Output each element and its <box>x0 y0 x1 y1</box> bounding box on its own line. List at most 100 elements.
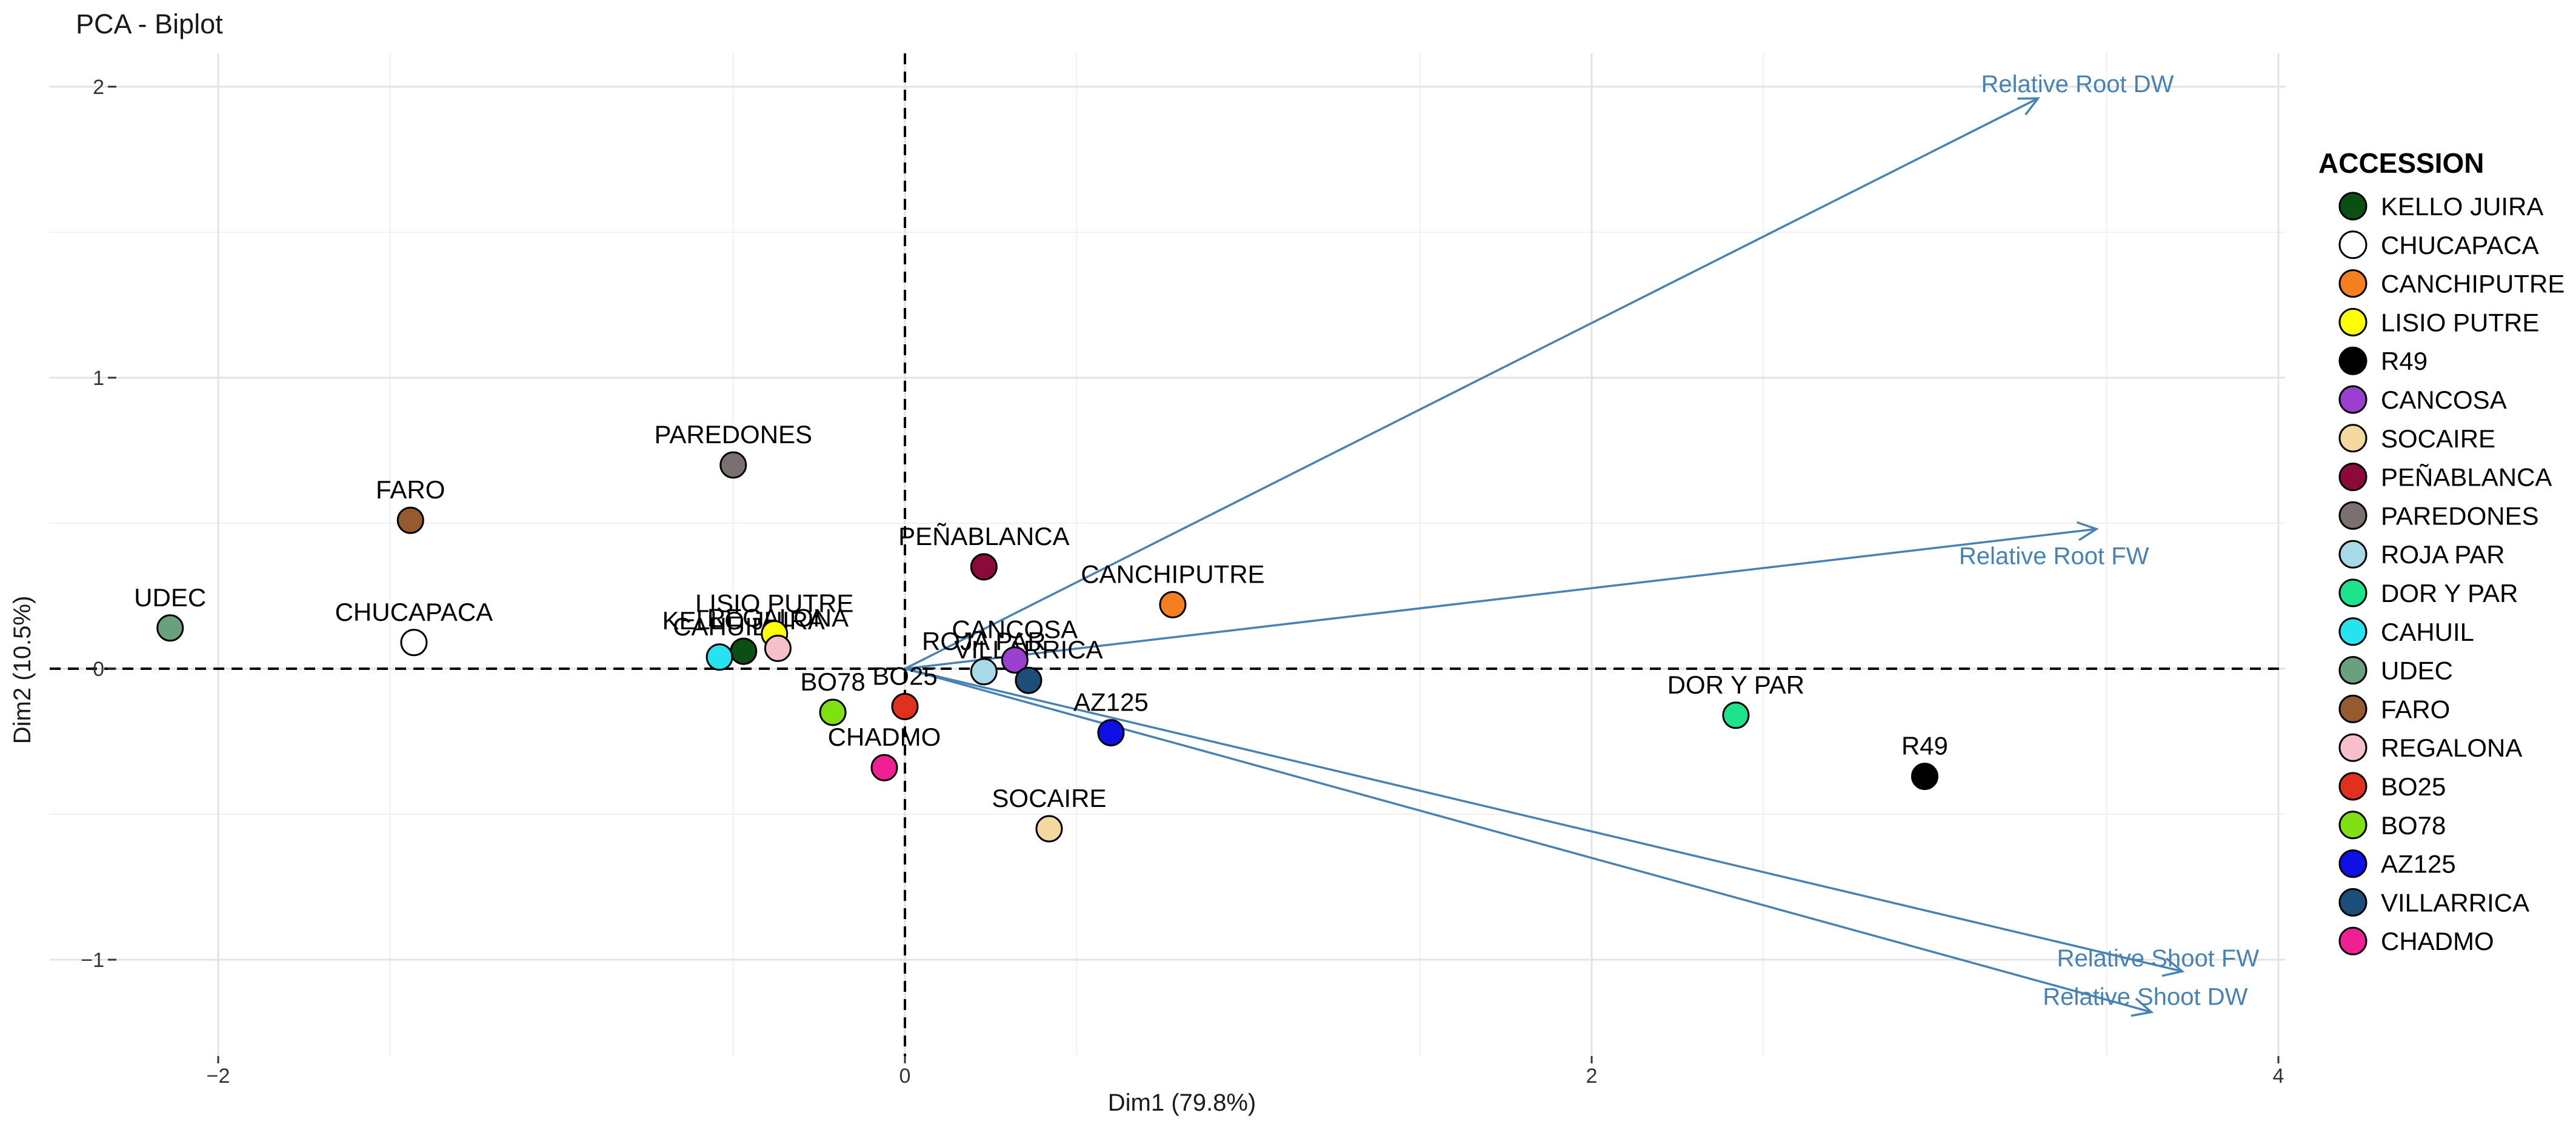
loading-vectors: Relative Root DW Relative Root FW Relative… <box>904 71 2260 1017</box>
point-label: R49 <box>1901 732 1948 760</box>
point-label: DOR Y PAR <box>1667 671 1804 699</box>
legend-label: ROJA PAR <box>2381 540 2505 569</box>
legend-label: LISIO PUTRE <box>2381 308 2539 336</box>
point-label: ROJA PAR <box>922 627 1046 655</box>
chart-title: PCA - Biplot <box>76 8 223 39</box>
data-point <box>970 658 998 686</box>
vector-line <box>904 97 2039 670</box>
legend-label: DOR Y PAR <box>2381 579 2518 607</box>
grid <box>50 53 2285 1056</box>
legend-key <box>2338 772 2367 801</box>
point-label: BO78 <box>800 667 865 696</box>
point-label: KELLO JUIRA <box>662 606 825 635</box>
legend-label: FARO <box>2381 695 2450 723</box>
point-label: BO25 <box>872 661 937 690</box>
point-label: VILLARRICA <box>954 635 1103 664</box>
legend-label: CAHUIL <box>2381 618 2474 646</box>
vector-arrowhead <box>2161 957 2185 977</box>
x-tick-label: −2 <box>207 1065 230 1088</box>
vector-label: Relative Shoot DW <box>2043 983 2247 1010</box>
vector-arrowhead <box>2131 997 2154 1017</box>
data-point <box>730 637 758 665</box>
data-point <box>764 634 792 662</box>
point-label: CANCHIPUTRE <box>1081 560 1264 588</box>
data-points: KELLO JUIRA CHUCAPACA CANCHIPUTRE LISIO PUT… <box>134 420 1948 843</box>
point-label: AZ125 <box>1073 688 1149 717</box>
vector-arrowhead <box>2077 521 2099 541</box>
vector-arrowhead <box>2017 97 2041 116</box>
legend-key <box>2338 463 2367 492</box>
point-label: UDEC <box>134 583 206 612</box>
legend-key <box>2338 269 2367 298</box>
legend-key <box>2338 346 2367 375</box>
data-point <box>706 643 733 671</box>
data-point <box>870 754 898 781</box>
data-point <box>1015 666 1043 694</box>
legend-key <box>2338 424 2367 453</box>
data-point <box>156 614 184 642</box>
x-axis-title: Dim1 (79.8%) <box>1108 1089 1256 1116</box>
data-point <box>396 506 424 534</box>
legend-label: VILLARRICA <box>2381 888 2529 917</box>
data-point <box>400 629 428 657</box>
legend-key <box>2338 540 2367 569</box>
legend-label: AZ125 <box>2381 850 2456 878</box>
y-tick-label: 0 <box>93 658 104 681</box>
legend: ACCESSION KELLO JUIRA CHUCAPACA CANCHIPUTR… <box>2318 147 2564 955</box>
legend-label: BO25 <box>2381 772 2446 801</box>
point-label: LISIO PUTRE <box>695 589 853 617</box>
legend-label: CHADMO <box>2381 927 2494 955</box>
legend-key <box>2338 926 2367 955</box>
point-label: CANCOSA <box>952 615 1078 644</box>
point-label: CHADMO <box>828 723 941 751</box>
x-tick-label: 2 <box>1586 1065 1598 1088</box>
vector-label: Relative Root DW <box>1981 71 2174 98</box>
legend-label: SOCAIRE <box>2381 424 2495 453</box>
data-point <box>970 553 998 581</box>
data-point <box>1097 719 1125 747</box>
legend-label: CANCHIPUTRE <box>2381 270 2564 298</box>
legend-key <box>2338 307 2367 336</box>
legend-key <box>2338 385 2367 414</box>
legend-label: CHUCAPACA <box>2381 231 2539 259</box>
axes: −2 0 2 4 −1 0 1 2 <box>81 76 2284 1088</box>
x-tick-label: 0 <box>899 1065 911 1088</box>
legend-label: BO78 <box>2381 811 2446 840</box>
data-point <box>891 692 919 720</box>
legend-title: ACCESSION <box>2318 147 2484 179</box>
legend-label: R49 <box>2381 347 2428 375</box>
data-point <box>1001 646 1029 674</box>
data-point <box>1911 763 1939 791</box>
legend-key <box>2338 230 2367 259</box>
legend-key <box>2338 888 2367 917</box>
vector-label: Relative Shoot FW <box>2057 945 2260 972</box>
legend-label: KELLO JUIRA <box>2381 192 2543 221</box>
x-tick-label: 4 <box>2273 1065 2284 1088</box>
legend-label: REGALONA <box>2381 734 2522 762</box>
legend-label: CANCOSA <box>2381 386 2507 414</box>
legend-key <box>2338 656 2367 685</box>
point-label: SOCAIRE <box>992 784 1106 812</box>
legend-key <box>2338 501 2367 530</box>
y-tick-label: −1 <box>81 949 104 972</box>
legend-key <box>2338 617 2367 646</box>
point-label: PEÑABLANCA <box>898 522 1069 550</box>
y-axis-title: Dim2 (10.5%) <box>9 596 36 744</box>
data-point <box>1035 815 1063 843</box>
y-tick-label: 2 <box>93 76 104 99</box>
point-label: CAHUIL <box>673 612 766 641</box>
point-label: FARO <box>376 475 445 504</box>
legend-key <box>2338 733 2367 762</box>
point-label: PAREDONES <box>654 420 812 449</box>
data-point <box>1159 590 1187 618</box>
data-point <box>819 698 847 726</box>
legend-label: UDEC <box>2381 657 2453 685</box>
legend-key <box>2338 192 2367 221</box>
legend-label: PEÑABLANCA <box>2381 463 2552 492</box>
y-tick-label: 1 <box>93 367 104 390</box>
legend-key <box>2338 578 2367 607</box>
data-point <box>1722 701 1750 729</box>
vector-line <box>904 527 2097 670</box>
legend-label: PAREDONES <box>2381 501 2539 530</box>
